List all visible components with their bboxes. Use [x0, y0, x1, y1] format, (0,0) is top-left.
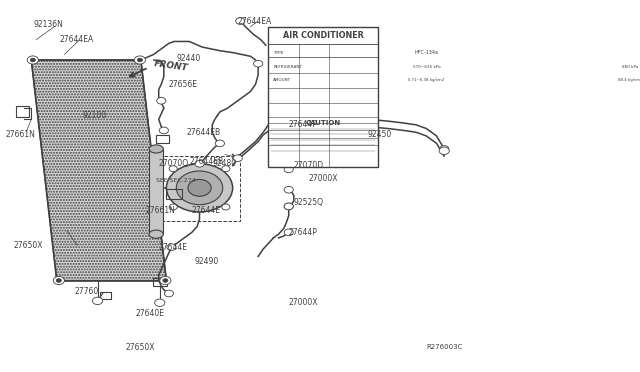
Text: 88.4 kg/cm2: 88.4 kg/cm2	[618, 78, 640, 82]
Circle shape	[233, 155, 243, 161]
Circle shape	[177, 171, 223, 205]
Ellipse shape	[149, 145, 163, 153]
Text: 27656E: 27656E	[169, 80, 198, 89]
Ellipse shape	[149, 230, 163, 238]
Text: 27640E: 27640E	[136, 310, 164, 318]
Text: 92100: 92100	[83, 111, 106, 120]
Text: 570~625 kPa: 570~625 kPa	[413, 65, 440, 70]
Text: 92440: 92440	[177, 54, 201, 62]
Circle shape	[236, 18, 245, 25]
Circle shape	[163, 279, 168, 282]
Text: FRONT: FRONT	[154, 59, 189, 73]
Text: AMOUNT: AMOUNT	[273, 78, 292, 82]
Text: TYPE: TYPE	[273, 51, 284, 55]
Text: 27644P: 27644P	[289, 228, 317, 237]
Text: 27070D: 27070D	[294, 161, 324, 170]
Circle shape	[28, 56, 38, 64]
Circle shape	[30, 58, 35, 62]
Text: 92136N: 92136N	[34, 20, 64, 29]
Circle shape	[166, 164, 233, 212]
Circle shape	[159, 127, 168, 134]
Circle shape	[167, 244, 176, 250]
Circle shape	[284, 229, 293, 235]
Text: 27644E: 27644E	[159, 243, 188, 251]
Text: 27760: 27760	[75, 287, 99, 296]
Text: 92490: 92490	[195, 257, 219, 266]
Text: 27661N: 27661N	[6, 129, 36, 139]
Text: 27000X: 27000X	[308, 174, 338, 183]
Circle shape	[53, 276, 65, 285]
Circle shape	[157, 97, 166, 104]
Text: 27000X: 27000X	[289, 298, 318, 307]
Circle shape	[188, 179, 211, 196]
Circle shape	[221, 204, 230, 210]
Text: CAUTION: CAUTION	[305, 120, 340, 126]
Text: 27070Q: 27070Q	[159, 159, 189, 168]
Bar	[152, 278, 167, 286]
Bar	[156, 135, 169, 143]
Bar	[166, 189, 182, 199]
Bar	[16, 106, 29, 118]
Circle shape	[221, 166, 230, 172]
Bar	[100, 292, 111, 299]
Circle shape	[215, 140, 225, 147]
Text: 27644EA: 27644EA	[237, 17, 272, 26]
Circle shape	[284, 203, 293, 210]
Text: 5.71~6.38 kg/cm2: 5.71~6.38 kg/cm2	[408, 78, 445, 82]
Bar	[149, 149, 163, 234]
Circle shape	[253, 60, 263, 67]
Text: 92480: 92480	[212, 159, 236, 168]
Text: AIR CONDITIONER: AIR CONDITIONER	[283, 31, 364, 40]
Circle shape	[164, 290, 173, 297]
Circle shape	[160, 276, 171, 285]
Circle shape	[439, 147, 449, 154]
Text: 92525Q: 92525Q	[294, 198, 324, 207]
Text: 27644P: 27644P	[289, 121, 317, 129]
Circle shape	[284, 203, 293, 210]
Circle shape	[284, 122, 293, 128]
Circle shape	[134, 56, 145, 64]
Text: SEE SEC.274: SEE SEC.274	[156, 178, 196, 183]
Bar	[268, 27, 378, 167]
Text: R276003C: R276003C	[426, 344, 463, 350]
Text: 27644EA: 27644EA	[60, 35, 93, 44]
Text: 27644E: 27644E	[192, 206, 221, 215]
Circle shape	[169, 204, 177, 210]
Circle shape	[284, 166, 293, 173]
Text: HFC-134a: HFC-134a	[414, 50, 438, 55]
Text: 92450: 92450	[368, 129, 392, 139]
Polygon shape	[31, 60, 166, 280]
Circle shape	[284, 128, 293, 135]
Circle shape	[440, 145, 449, 152]
Circle shape	[284, 186, 293, 193]
Text: REFRIGERANT: REFRIGERANT	[273, 65, 302, 70]
Circle shape	[138, 58, 143, 62]
Text: 880 kPa: 880 kPa	[622, 65, 639, 70]
Text: 27644EB: 27644EB	[187, 128, 221, 137]
Bar	[161, 156, 240, 221]
Circle shape	[92, 297, 102, 305]
Circle shape	[155, 299, 165, 307]
Circle shape	[56, 279, 61, 282]
Circle shape	[195, 160, 204, 167]
Circle shape	[284, 149, 293, 156]
Text: 27650X: 27650X	[125, 343, 155, 352]
Circle shape	[169, 166, 177, 172]
Text: 27644EB: 27644EB	[189, 157, 223, 166]
Text: 27661N: 27661N	[146, 206, 176, 215]
Text: 27650X: 27650X	[13, 241, 43, 250]
